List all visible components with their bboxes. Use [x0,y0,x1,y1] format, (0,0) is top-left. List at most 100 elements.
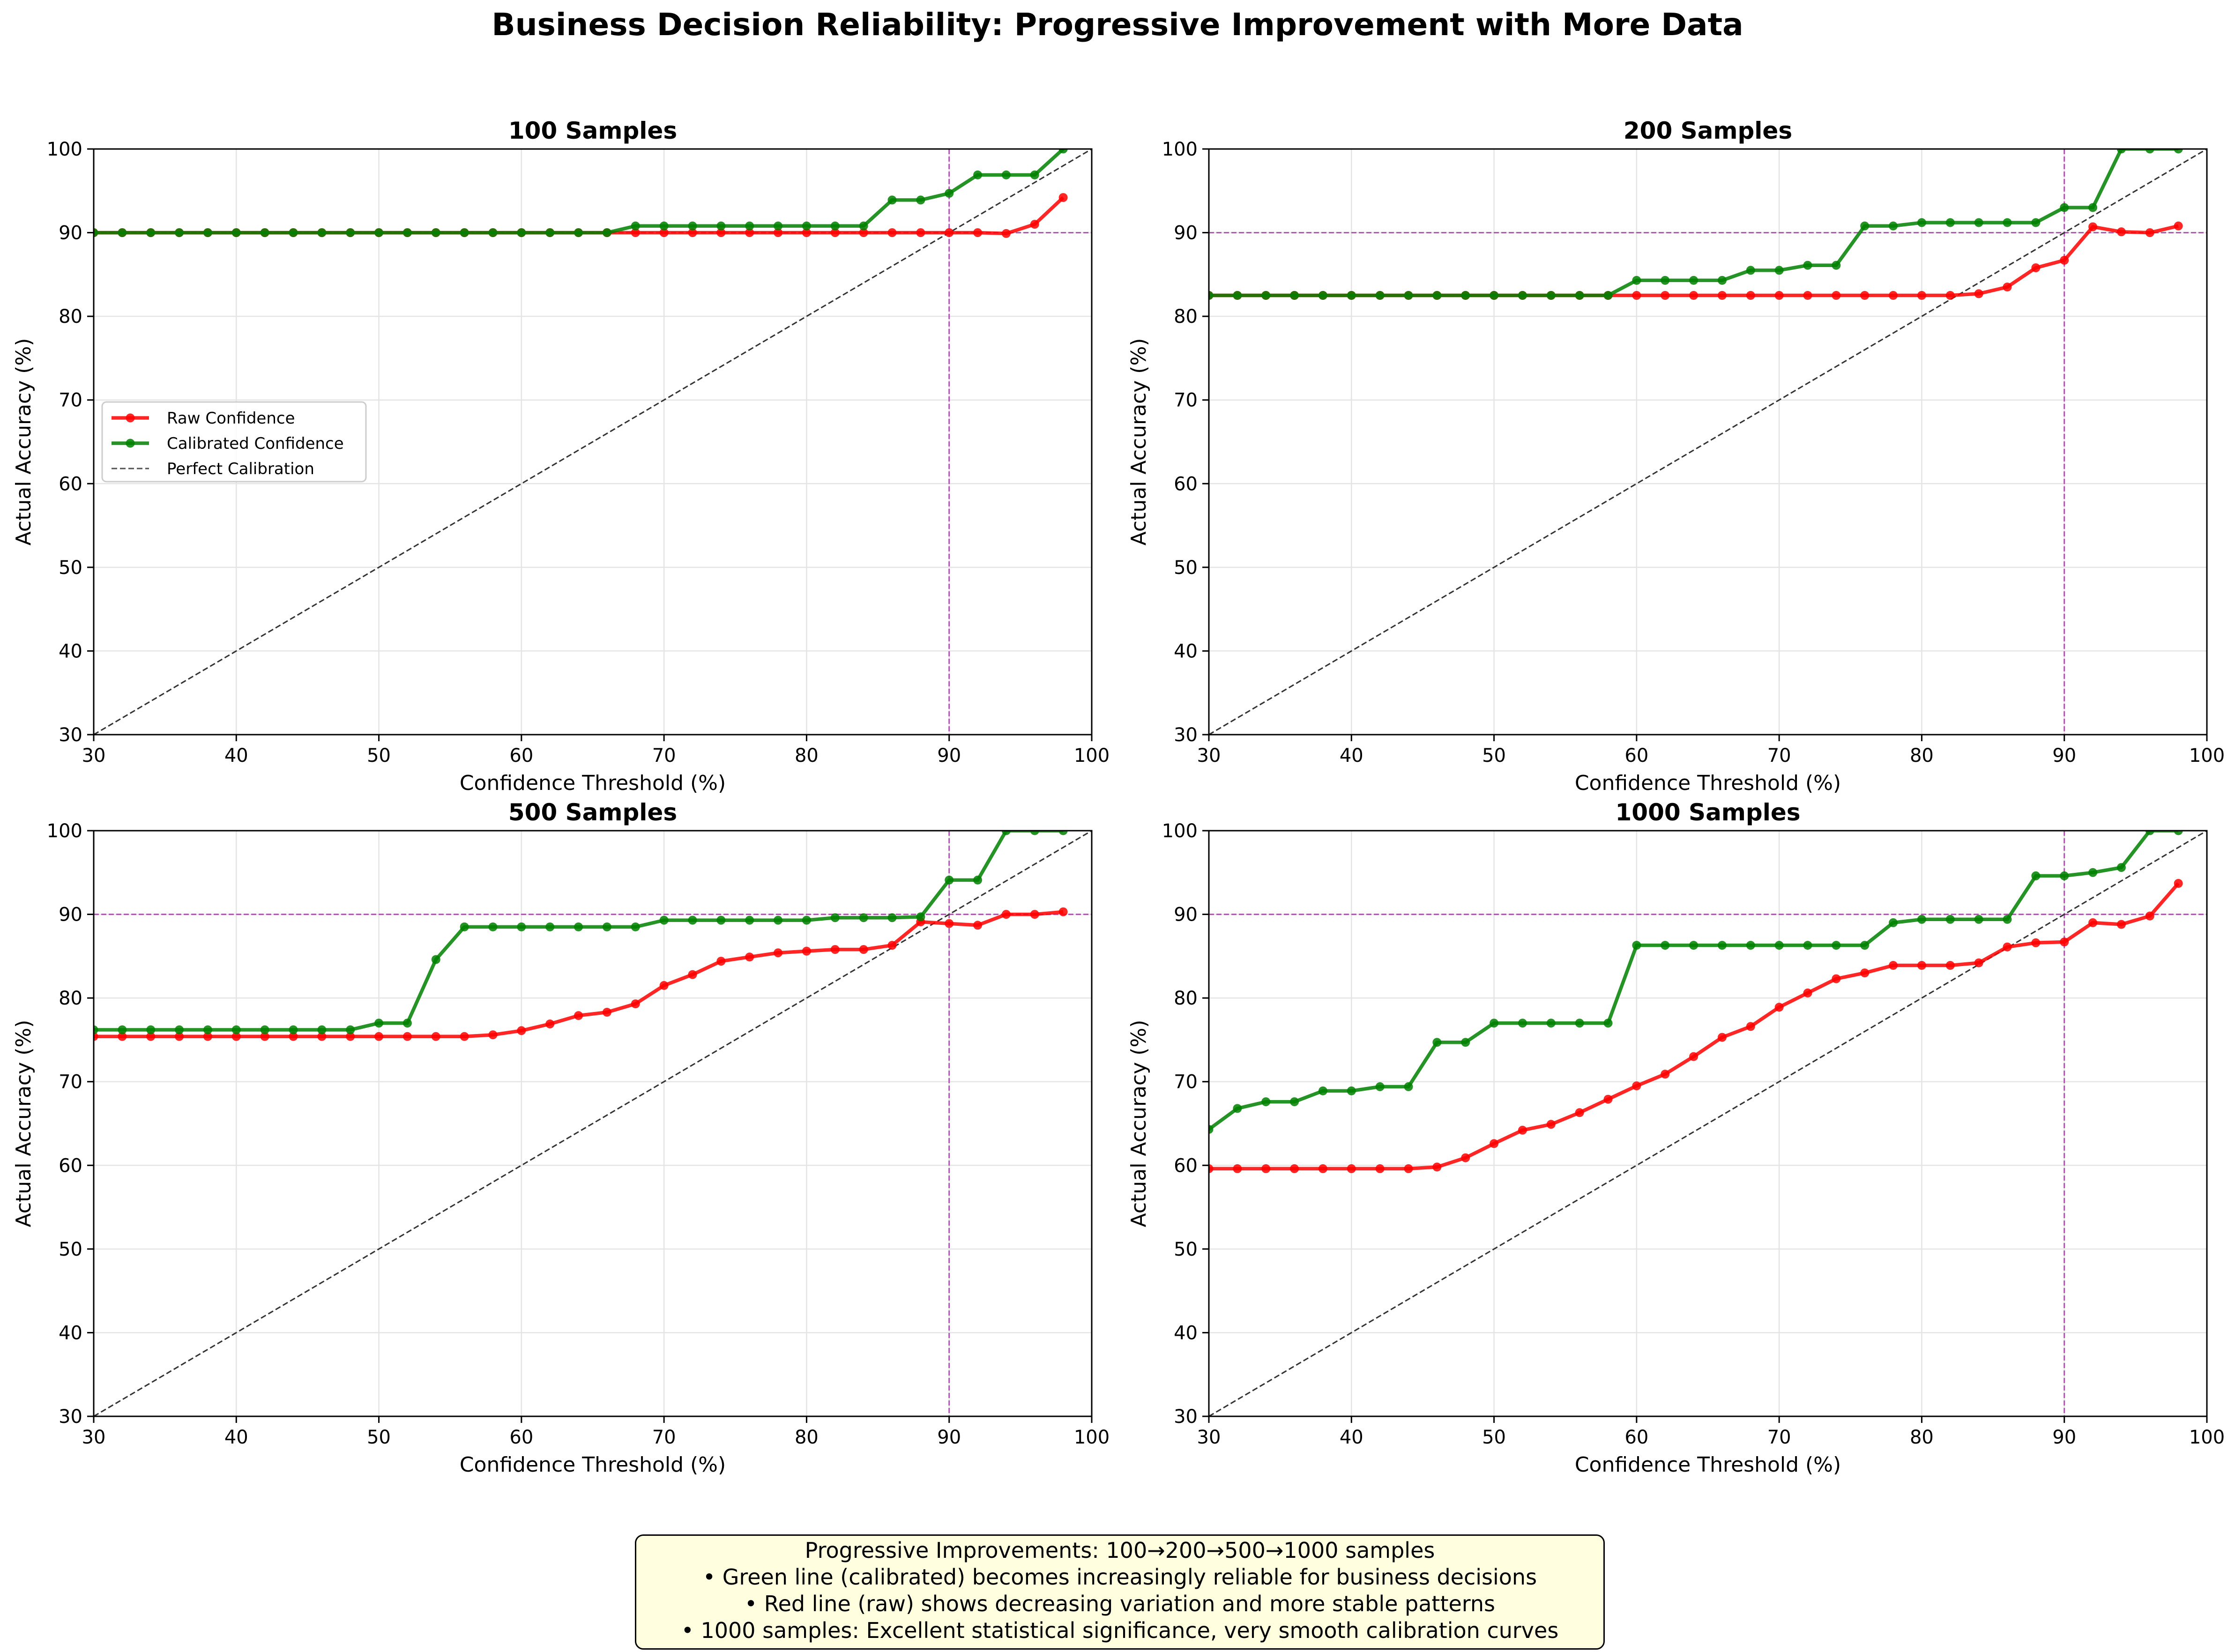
calibrated-point [203,1025,212,1034]
raw-point [631,999,640,1009]
calibrated-point [1546,291,1556,300]
calibrated-point [517,922,526,931]
raw-point [1575,1108,1584,1117]
chart-panel-3: 30 40 50 60 70 80 90 100 30 40 50 60 70 80 90 100 500 Sa… [12,799,1110,1477]
y-tick-label: 30 [1174,724,1198,746]
x-tick-label: 90 [937,745,961,766]
calibrated-point [1233,291,1242,300]
calibrated-point [859,913,868,923]
raw-point [1661,291,1670,300]
raw-point [1860,291,1870,300]
x-tick-label: 40 [224,745,248,766]
x-tick-label: 100 [1074,1427,1110,1448]
x-tick-label: 70 [1767,745,1791,766]
axes-frame [93,830,1093,1417]
calibrated-point [574,922,583,931]
perfect-calibration-line [94,149,1092,735]
raw-point [916,228,925,238]
y-tick-label: 70 [1174,390,1198,411]
raw-point [688,228,697,238]
legend-label: Raw Confidence [167,409,295,428]
x-axis-label: Confidence Threshold (%) [460,1453,726,1477]
calibrated-point [1917,915,1926,924]
calibrated-point [374,228,384,238]
raw-point [2003,283,2012,292]
plot-area [1209,831,2207,1416]
raw-point [774,948,783,958]
raw-point [802,228,811,238]
calibrated-point [1347,291,1356,300]
raw-point [1717,1033,1727,1042]
calibrated-point [1860,941,1870,950]
raw-point [1746,1022,1755,1031]
raw-point [1603,1094,1613,1104]
calibrated-point [203,228,212,238]
calibrated-point [488,922,498,931]
calibrated-series-line [94,149,1065,235]
x-tick-label: 30 [82,1427,106,1448]
calibrated-point [1318,291,1327,300]
y-tick-label: 80 [1174,306,1198,327]
y-tick-label: 50 [59,1239,82,1260]
raw-point [2088,222,2098,231]
calibrated-point [118,1025,127,1034]
raw-point [1233,1164,1242,1173]
raw-point [2003,942,2012,952]
raw-point [1889,961,1898,970]
y-tick-label: 100 [1162,139,1198,160]
calibrated-point [2060,871,2069,880]
calibrated-point [574,228,583,238]
calibrated-point [1209,291,1214,300]
raw-point [1945,961,1955,970]
x-tick-label: 90 [2052,1427,2076,1448]
calibrated-point [774,221,783,231]
calibrated-point [916,912,925,922]
calibrated-point [659,915,669,925]
calibrated-point [602,228,611,238]
calibrated-point [1461,291,1470,300]
y-axis-label: Actual Accuracy (%) [1127,338,1151,546]
raw-point [2145,911,2154,921]
calibrated-point [688,221,697,231]
raw-point [1803,291,1812,300]
raw-point [1058,907,1068,916]
raw-point [1546,1120,1556,1129]
calibrated-point [2031,218,2041,227]
calibrated-point [346,1025,355,1034]
calibrated-point [146,228,156,238]
x-tick-label: 70 [1767,1427,1791,1448]
calibrated-point [346,228,355,238]
raw-point [118,1032,127,1041]
raw-point [688,970,697,979]
calibrated-point [1575,291,1584,300]
summary-note-box: Progressive Improvements: 100→200→500→10… [635,1534,1605,1650]
raw-point [1490,1139,1499,1148]
calibrated-point [802,221,811,231]
y-axis-label: Actual Accuracy (%) [12,1020,36,1228]
raw-point [774,228,783,238]
raw-point [659,228,669,238]
raw-point [2031,938,2041,947]
raw-point [346,1032,355,1041]
x-tick-label: 40 [224,1427,248,1448]
calibrated-point [1490,291,1499,300]
calibrated-point [1375,291,1385,300]
calibrated-point [2060,203,2069,212]
calibrated-point [260,1025,269,1034]
x-tick-label: 50 [1482,745,1506,766]
raw-point [2145,228,2154,238]
raw-point [830,228,840,238]
calibrated-point [1490,1019,1499,1028]
calibrated-point [545,922,555,931]
calibrated-point [460,922,469,931]
x-axis-label: Confidence Threshold (%) [1575,771,1841,795]
calibrated-point [1461,1038,1470,1047]
y-tick-label: 90 [59,223,82,244]
calibrated-point [1632,275,1641,285]
raw-point [631,228,640,238]
raw-point [289,1032,298,1041]
raw-point [945,228,954,238]
note-line-1: Progressive Improvements: 100→200→500→10… [805,1538,1435,1563]
raw-point [887,228,897,238]
y-tick-label: 80 [1174,988,1198,1009]
